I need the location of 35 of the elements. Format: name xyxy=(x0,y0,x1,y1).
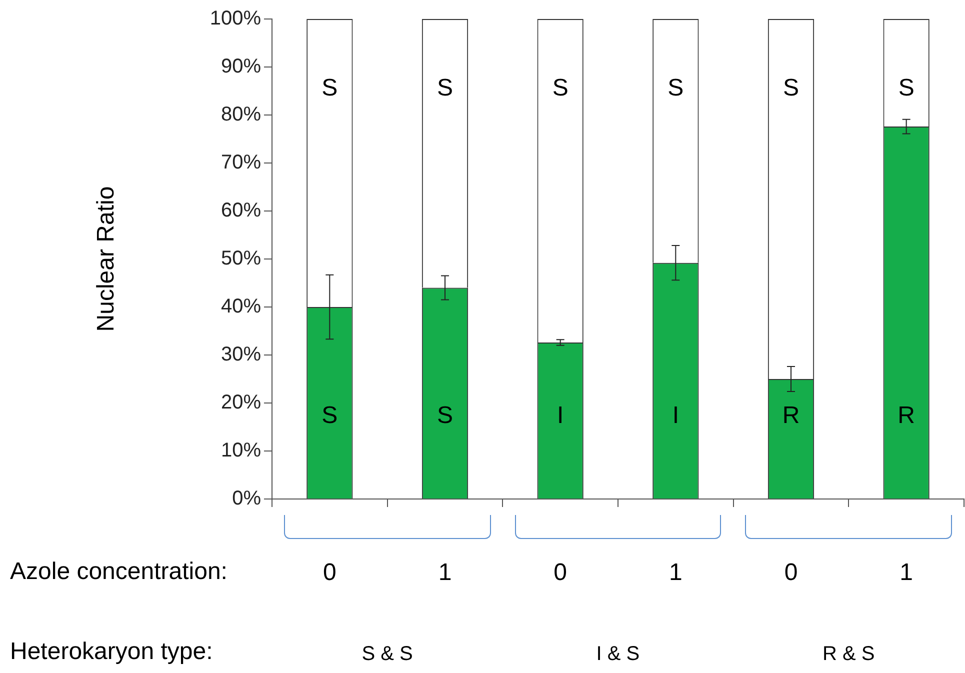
y-tick-label: 60% xyxy=(220,200,262,222)
y-tick-label: 0% xyxy=(232,488,262,510)
data-label: S xyxy=(436,402,454,430)
text: R & S xyxy=(822,643,876,666)
data-label: S xyxy=(552,74,568,102)
text: Heterokaryon type: xyxy=(10,638,213,666)
data-label: R xyxy=(782,402,800,430)
y-tick-label: 90% xyxy=(220,56,262,78)
data-label: S xyxy=(322,74,338,102)
y-axis-title: Nuclear Ratio xyxy=(92,186,120,332)
data-label: S xyxy=(436,74,454,102)
data-label: S xyxy=(898,74,914,102)
x-axis-title: Azole concentration: xyxy=(10,558,230,586)
text: I & S xyxy=(595,643,641,666)
data-label: I xyxy=(672,402,679,430)
y-tick-label: 20% xyxy=(220,392,262,414)
y-tick-label: 40% xyxy=(220,296,262,318)
y-tick-label: 10% xyxy=(220,440,262,462)
y-tick-label: 100% xyxy=(210,8,262,30)
x-tick-label: 0 xyxy=(784,559,798,586)
data-label: R xyxy=(898,402,915,430)
data-label: S xyxy=(782,74,799,102)
data-label: S xyxy=(322,402,338,430)
x-tick-label: 1 xyxy=(900,559,914,586)
y-tick-label: 30% xyxy=(220,344,262,366)
x-tick-label: 1 xyxy=(438,559,452,586)
data-label: I xyxy=(556,402,564,430)
text: S & S xyxy=(360,643,414,666)
x-tick-label: 0 xyxy=(554,559,568,586)
x-tick-label: 1 xyxy=(668,559,682,586)
y-tick-label: 80% xyxy=(220,104,262,126)
y-tick-label: 50% xyxy=(220,248,262,270)
data-label: S xyxy=(668,74,684,102)
y-tick-label: 70% xyxy=(220,152,262,174)
x-tick-label: 0 xyxy=(322,559,336,586)
